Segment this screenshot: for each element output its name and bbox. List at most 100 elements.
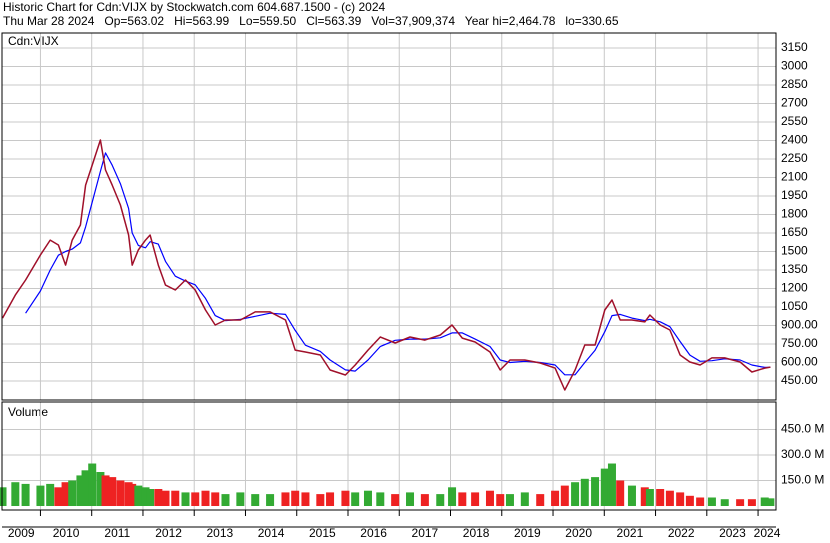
volume-bar <box>251 494 260 506</box>
y-tick-label: 1350 <box>781 262 808 276</box>
volume-bar <box>0 487 7 506</box>
volume-bar <box>720 499 729 506</box>
volume-bar <box>181 492 190 506</box>
volume-bar <box>221 494 230 506</box>
volume-bar <box>607 463 616 506</box>
volume-bar <box>141 487 150 506</box>
x-tick-label: 2022 <box>668 526 695 540</box>
volume-bar <box>760 497 769 506</box>
volume-bar <box>341 490 350 506</box>
volume-bar <box>154 489 163 506</box>
x-tick-label: 2019 <box>514 526 541 540</box>
volume-bar <box>11 482 20 506</box>
y-tick-label: 450.0 M <box>781 422 824 436</box>
volume-bar <box>471 492 480 506</box>
x-tick-label: 2013 <box>206 526 233 540</box>
volume-bar <box>766 498 775 506</box>
x-tick-label: 2021 <box>617 526 644 540</box>
volume-bar <box>406 492 415 506</box>
y-tick-label: 1800 <box>781 207 808 221</box>
volume-bar <box>171 490 180 506</box>
y-tick-label: 3000 <box>781 59 808 73</box>
volume-bar <box>580 478 589 506</box>
quote-line: Thu Mar 28 2024 Op=563.02 Hi=563.99 Lo=5… <box>3 14 619 28</box>
volume-bar <box>676 492 685 506</box>
symbol-label: Cdn:VIJX <box>8 34 59 48</box>
y-tick-label: 3150 <box>781 40 808 54</box>
x-tick-label: 2011 <box>104 526 130 540</box>
y-tick-label: 1650 <box>781 225 808 239</box>
volume-bar <box>640 487 649 506</box>
volume-bar <box>46 483 55 506</box>
x-tick-label: 2020 <box>565 526 592 540</box>
x-tick-label: 2017 <box>412 526 439 540</box>
volume-bar <box>281 492 290 506</box>
y-tick-label: 2700 <box>781 96 808 110</box>
volume-bar <box>211 492 220 506</box>
volume-bar <box>551 490 560 506</box>
volume-bar <box>645 489 654 506</box>
y-tick-label: 1200 <box>781 281 808 295</box>
volume-bar <box>266 494 275 506</box>
volume-bar <box>616 480 625 506</box>
volume-bar <box>316 494 325 506</box>
volume-bar <box>81 470 90 506</box>
chart-title: Historic Chart for Cdn:VIJX by Stockwatc… <box>3 0 385 14</box>
x-tick-label: 2024 <box>754 526 781 540</box>
x-tick-label: 2010 <box>53 526 80 540</box>
volume-bar <box>591 477 600 506</box>
y-tick-label: 750.00 <box>781 336 818 350</box>
y-tick-label: 2850 <box>781 77 808 91</box>
volume-bar <box>68 480 77 506</box>
volume-bar <box>351 492 360 506</box>
x-tick-label: 2023 <box>719 526 746 540</box>
volume-bar <box>161 490 170 506</box>
volume-bar <box>116 480 125 506</box>
x-tick-label: 2012 <box>155 526 182 540</box>
volume-bar <box>448 487 457 506</box>
y-tick-label: 2550 <box>781 114 808 128</box>
volume-bar <box>707 497 716 506</box>
x-tick-label: 2018 <box>463 526 490 540</box>
volume-label: Volume <box>8 405 48 419</box>
volume-bar <box>326 492 335 506</box>
volume-bar <box>560 485 569 506</box>
volume-bar <box>391 494 400 506</box>
volume-bar <box>201 490 210 506</box>
volume-bar <box>656 489 665 506</box>
y-tick-label: 300.0 M <box>781 447 824 461</box>
volume-bar <box>101 475 110 506</box>
volume-bar <box>96 472 105 506</box>
volume-bar <box>458 492 467 506</box>
volume-bar <box>747 499 756 506</box>
y-tick-label: 1500 <box>781 244 808 258</box>
volume-bar <box>134 485 143 506</box>
volume-bar <box>571 482 580 506</box>
volume-bar <box>21 483 30 506</box>
volume-bar <box>76 475 85 506</box>
volume-bar <box>301 492 310 506</box>
volume-bar <box>191 492 200 506</box>
volume-bar <box>36 485 45 506</box>
x-tick-label: 2016 <box>360 526 387 540</box>
volume-bar <box>520 492 529 506</box>
volume-bar <box>685 495 694 506</box>
y-tick-label: 2100 <box>781 170 808 184</box>
volume-bar <box>146 489 155 506</box>
volume-bar <box>600 468 609 506</box>
volume-bar <box>376 492 385 506</box>
volume-bar <box>420 494 429 506</box>
volume-bar <box>627 485 636 506</box>
volume-bar <box>736 499 745 506</box>
x-tick-label: 2015 <box>309 526 336 540</box>
volume-bar <box>665 490 674 506</box>
x-tick-label: 2014 <box>258 526 285 540</box>
volume-bar <box>236 492 245 506</box>
y-tick-label: 450.00 <box>781 373 818 387</box>
y-tick-label: 1950 <box>781 188 808 202</box>
y-tick-label: 2400 <box>781 133 808 147</box>
volume-bar <box>536 494 545 506</box>
volume-frame <box>1 401 777 511</box>
